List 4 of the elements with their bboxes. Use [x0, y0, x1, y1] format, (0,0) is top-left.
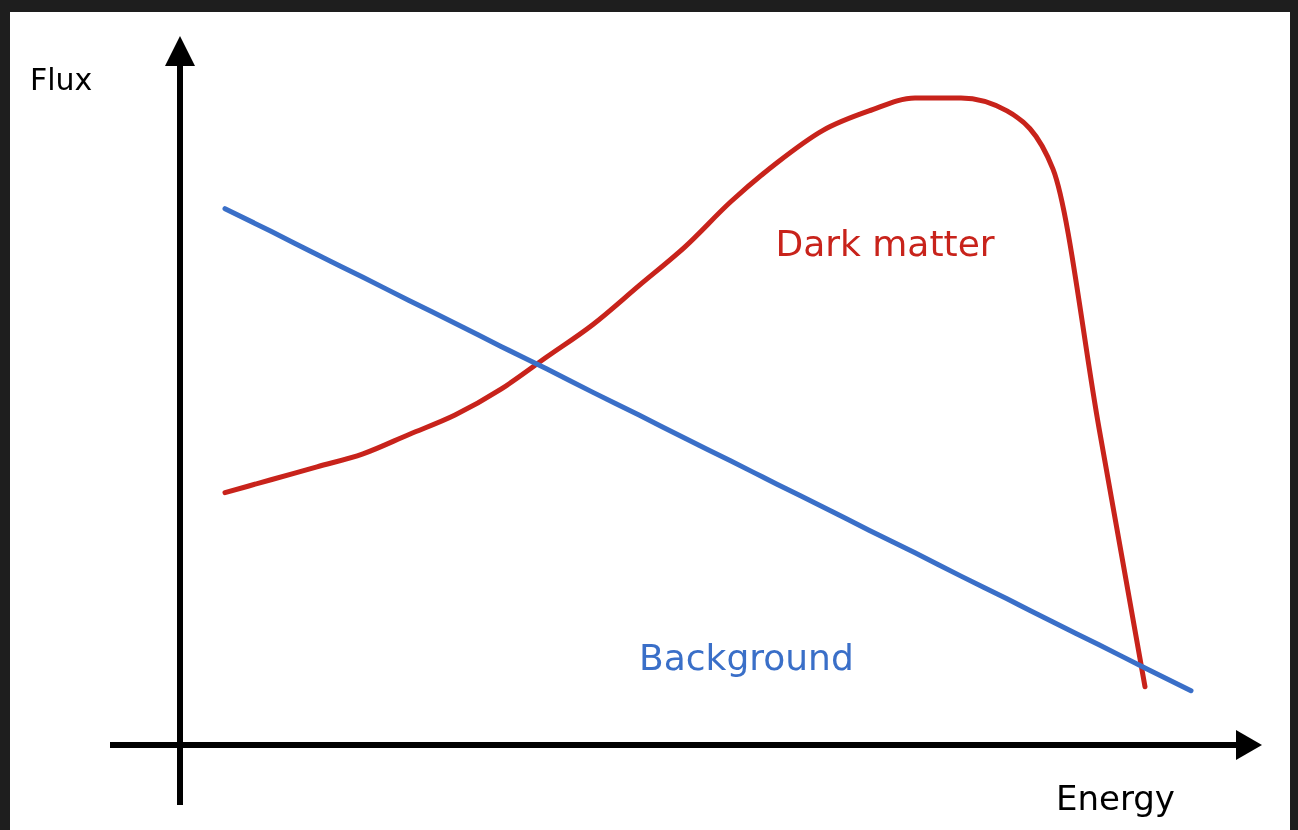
series-label: Dark matter: [775, 222, 995, 264]
text: Background: [639, 637, 854, 679]
x-axis-title: Energy: [1055, 778, 1175, 818]
y-axis-title: Flux: [30, 62, 93, 97]
